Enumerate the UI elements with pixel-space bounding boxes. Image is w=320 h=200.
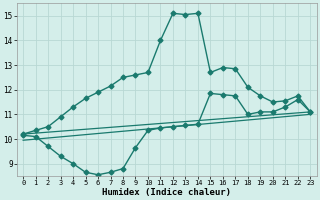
X-axis label: Humidex (Indice chaleur): Humidex (Indice chaleur)	[102, 188, 231, 197]
